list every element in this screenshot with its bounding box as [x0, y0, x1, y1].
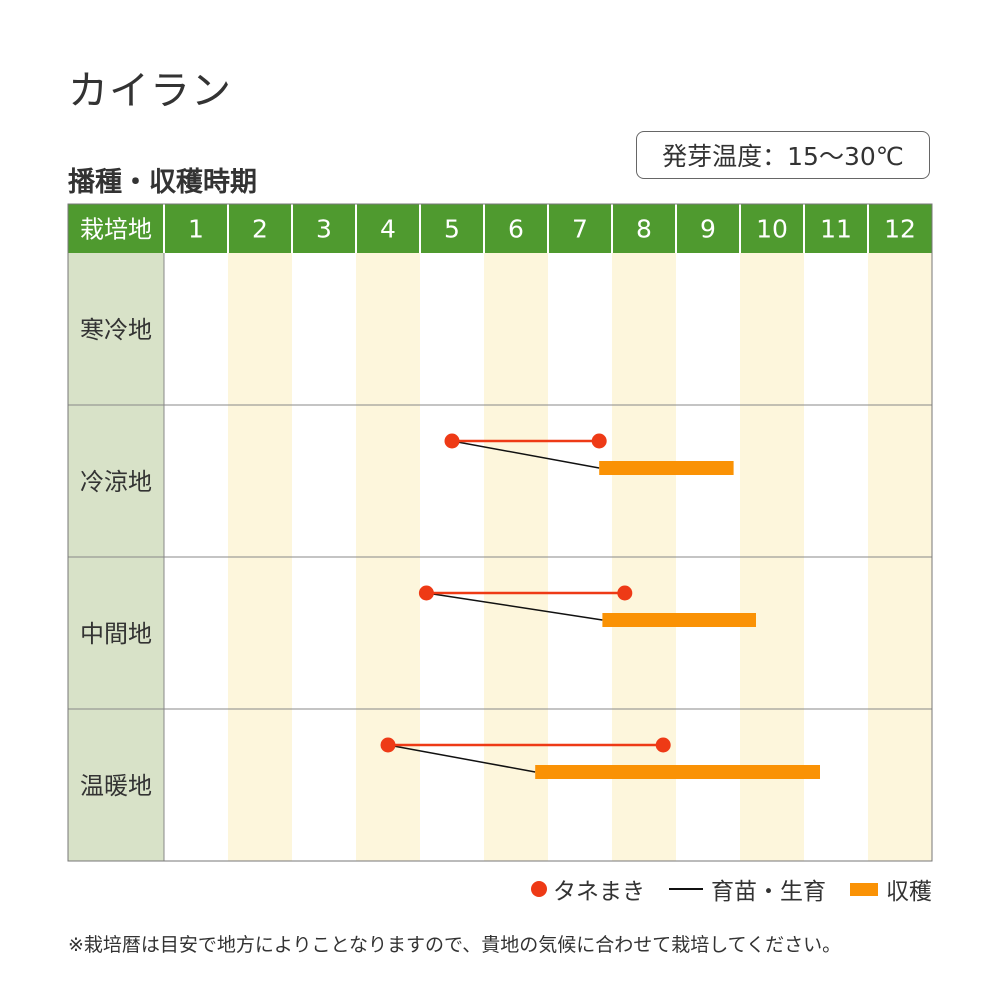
- germination-temp-box: 発芽温度：15〜30℃: [636, 131, 930, 179]
- sowing-end-point: [591, 433, 607, 449]
- sowing-end-point: [617, 585, 633, 601]
- legend-growing-label: 育苗・生育: [711, 879, 826, 905]
- chart-title: カイラン: [68, 68, 232, 114]
- month-tick-label: 9: [700, 215, 716, 244]
- footnote: ※栽培暦は目安で地方によりことなりますので、貴地の気候に合わせて栽培してください…: [68, 934, 842, 956]
- table-border: [67, 203, 933, 862]
- region-label: 温暖地: [80, 772, 152, 800]
- month-tick-label: 2: [252, 215, 268, 244]
- month-tick-label: 5: [444, 215, 460, 244]
- header-bar: [68, 204, 932, 253]
- harvest-bar: [602, 613, 756, 627]
- month-tick-label: 3: [316, 215, 332, 244]
- growing-line: [426, 592, 603, 621]
- region-label: 冷涼地: [80, 468, 152, 496]
- harvest-bar-icon: [850, 882, 878, 896]
- growing-line-icon: [669, 888, 703, 890]
- sowing-end-point: [655, 737, 671, 753]
- legend-harvest: 収穫: [850, 872, 932, 906]
- sowing-start-point: [380, 737, 396, 753]
- month-tick-label: 7: [572, 215, 588, 244]
- legend-sowing: タネまき: [531, 872, 645, 906]
- sowing-start-point: [444, 433, 460, 449]
- header-region-label: 栽培地: [80, 216, 152, 244]
- sowing-dot-icon: [531, 881, 547, 897]
- harvest-bar: [535, 765, 820, 779]
- month-tick-label: 12: [884, 215, 916, 244]
- growing-line: [387, 744, 536, 773]
- legend-harvest-label: 収穫: [886, 879, 932, 905]
- legend-growing: 育苗・生育: [669, 872, 826, 906]
- region-label: 中間地: [80, 620, 152, 648]
- germination-temp-label: 発芽温度：15〜30℃: [662, 142, 904, 171]
- region-label: 寒冷地: [80, 316, 152, 344]
- sowing-start-point: [418, 585, 434, 601]
- growing-line: [451, 440, 600, 469]
- legend: タネまき 育苗・生育 収穫: [507, 872, 932, 906]
- legend-sowing-label: タネまき: [553, 879, 645, 905]
- month-tick-label: 11: [820, 215, 852, 244]
- month-tick-label: 8: [636, 215, 652, 244]
- chart-subtitle: 播種・収穫時期: [68, 167, 257, 198]
- month-tick-label: 10: [756, 215, 788, 244]
- month-tick-label: 4: [380, 215, 396, 244]
- month-tick-label: 1: [188, 215, 204, 244]
- month-tick-label: 6: [508, 215, 524, 244]
- harvest-bar: [599, 461, 734, 475]
